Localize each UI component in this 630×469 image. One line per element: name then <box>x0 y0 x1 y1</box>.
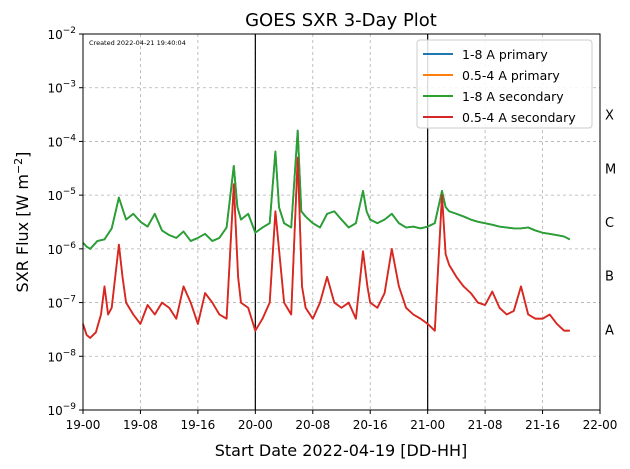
y-tick-label: 10−7 <box>47 295 76 311</box>
y-tick-label: 10−9 <box>47 402 76 418</box>
y-tick-exponent: −6 <box>63 241 77 251</box>
y-tick-label: 10−3 <box>47 80 76 96</box>
x-tick-label: 20-16 <box>353 418 388 432</box>
legend-label-1: 0.5-4 A primary <box>462 68 560 83</box>
series-layer <box>82 129 571 339</box>
y-tick-exponent: −7 <box>63 295 76 305</box>
y-tick-base: 10 <box>47 82 62 96</box>
plot-frame <box>82 33 601 411</box>
x-tick-label: 21-08 <box>468 418 503 432</box>
x-tick-label: 22-00 <box>583 418 618 432</box>
flare-class-label: B <box>605 270 614 285</box>
legend: 1-8 A primary 0.5-4 A primary 1-8 A secon… <box>416 39 593 129</box>
flare-class-label: A <box>605 323 614 338</box>
legend-label-0: 1-8 A primary <box>462 47 548 62</box>
y-tick-label: 10−4 <box>47 133 76 149</box>
series-line-3 <box>82 156 570 339</box>
x-tick-label: 21-16 <box>525 418 560 432</box>
y-tick-label: 10−5 <box>47 187 76 203</box>
y-tick-exponent: −4 <box>63 133 77 143</box>
y-tick-base: 10 <box>47 28 62 42</box>
x-tick-label: 21-00 <box>410 418 445 432</box>
x-tick-label: 20-08 <box>295 418 330 432</box>
y-axis-title-exponent: −2 <box>12 158 25 174</box>
legend-entries: 1-8 A primary 0.5-4 A primary 1-8 A secon… <box>423 47 576 125</box>
y-tick-base: 10 <box>47 350 62 364</box>
legend-label-2: 1-8 A secondary <box>462 89 564 104</box>
y-tick-label: 10−2 <box>47 26 76 42</box>
y-tick-label: 10−8 <box>47 348 76 364</box>
y-tick-base: 10 <box>47 135 62 149</box>
y-tick-exponent: −2 <box>63 26 76 36</box>
legend-box <box>416 39 593 129</box>
x-tick-label: 19-00 <box>66 418 101 432</box>
y-tick-label: 10−6 <box>47 241 76 257</box>
x-axis-title: Start Date 2022-04-19 [DD-HH] <box>215 441 468 460</box>
series-line-2 <box>82 129 571 250</box>
x-tick-label: 19-08 <box>123 418 158 432</box>
y-axis-title: SXR Flux [W m−2] <box>12 152 32 293</box>
flare-class-labels: X M C B A <box>605 109 616 339</box>
flare-class-label: X <box>605 109 614 124</box>
x-axis-ticks: 19-00 19-08 19-16 20-00 20-08 20-16 21-00 21-08… <box>66 410 618 432</box>
y-axis-ticks: 10−910−810−710−610−510−410−310−2 <box>47 26 83 418</box>
legend-label-3: 0.5-4 A secondary <box>462 110 576 125</box>
created-annotation: Created 2022-04-21 19:40:04 <box>89 39 186 47</box>
flare-class-label: M <box>605 162 616 177</box>
y-tick-exponent: −5 <box>63 187 76 197</box>
chart-title: GOES SXR 3-Day Plot <box>245 10 437 31</box>
y-axis-title-main: SXR Flux [W m <box>13 174 32 292</box>
flare-class-label: C <box>605 216 614 231</box>
x-tick-label: 20-00 <box>238 418 273 432</box>
y-axis-title-end: ] <box>13 152 32 158</box>
y-tick-base: 10 <box>47 189 62 203</box>
y-tick-base: 10 <box>47 404 62 418</box>
y-tick-exponent: −8 <box>63 348 77 358</box>
y-tick-base: 10 <box>47 297 62 311</box>
y-tick-exponent: −3 <box>63 80 76 90</box>
y-tick-exponent: −9 <box>63 402 77 412</box>
x-tick-label: 19-16 <box>180 418 215 432</box>
y-tick-base: 10 <box>47 243 62 257</box>
